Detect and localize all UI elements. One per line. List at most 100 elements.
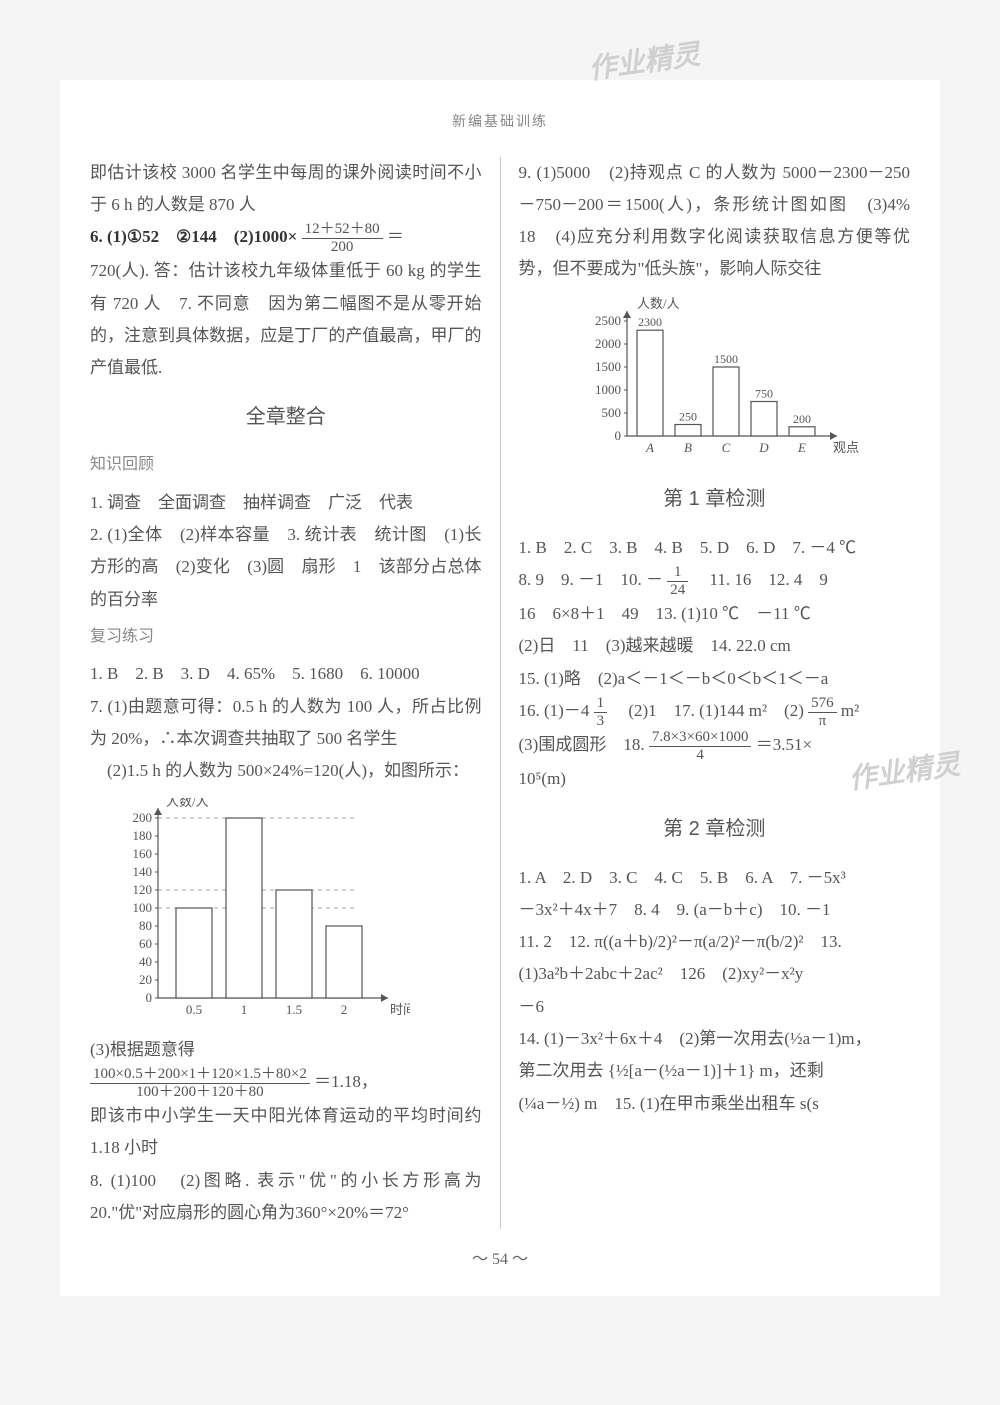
eq-2: ＝1.18， bbox=[314, 1072, 378, 1091]
d6: 14. (1)－3x²＋6x＋4 (2)第一次用去(½a－1)m， bbox=[519, 1023, 911, 1055]
left-p2: 6. (1)①52 ②144 (2)1000× 12＋52＋80 200 ＝ bbox=[90, 221, 482, 255]
c3: 16 6×8＋1 49 13. (1)10 ℃ －11 ℃ bbox=[519, 598, 911, 630]
column-divider bbox=[500, 157, 501, 1230]
frac-1: 12＋52＋80 200 bbox=[302, 221, 383, 255]
section-title-2: 第 1 章检测 bbox=[519, 480, 911, 518]
svg-text:60: 60 bbox=[139, 936, 152, 951]
svg-text:观点: 观点 bbox=[833, 440, 859, 455]
c2b: 11. 16 12. 4 9 bbox=[693, 570, 828, 589]
svg-text:180: 180 bbox=[133, 828, 153, 843]
c6: 16. (1)－4 1 3 (2)1 17. (1)144 m² (2) 576… bbox=[519, 695, 911, 729]
svg-text:200: 200 bbox=[133, 810, 153, 825]
r5: 100×0.5＋200×1＋120×1.5＋80×2 100＋200＋120＋8… bbox=[90, 1066, 482, 1100]
sub-title-2: 复习练习 bbox=[90, 622, 482, 652]
svg-text:1: 1 bbox=[241, 1002, 248, 1017]
svg-text:0: 0 bbox=[146, 990, 153, 1005]
d3: 11. 2 12. π((a＋b)/2)²－π(a/2)²－π(b/2)² 13… bbox=[519, 926, 911, 958]
frac-c7-num: 7.8×3×60×1000 bbox=[649, 729, 752, 747]
svg-text:时间/h: 时间/h bbox=[390, 1002, 410, 1017]
svg-text:160: 160 bbox=[133, 846, 153, 861]
frac-c7: 7.8×3×60×1000 4 bbox=[649, 729, 752, 763]
page-number: ～ 54 ～ bbox=[90, 1245, 910, 1275]
d7: 第二次用去 {½[a－(½a－1)]＋1} m，还剩 bbox=[519, 1055, 911, 1087]
chart-1: 0204060801001201401601802000.511.52时间/h人… bbox=[110, 798, 482, 1028]
right-p1: 9. (1)5000 (2)持观点 C 的人数为 5000－2300－250－7… bbox=[519, 157, 911, 286]
svg-text:1000: 1000 bbox=[595, 382, 621, 397]
frac-c6-1: 1 3 bbox=[594, 695, 608, 729]
k2: 2. (1)全体 (2)样本容量 3. 统计表 统计图 (1)长方形的高 (2)… bbox=[90, 519, 482, 616]
svg-text:0: 0 bbox=[614, 428, 621, 443]
svg-text:2300: 2300 bbox=[638, 315, 662, 329]
svg-text:C: C bbox=[721, 440, 730, 455]
svg-text:140: 140 bbox=[133, 864, 153, 879]
svg-text:2500: 2500 bbox=[595, 313, 621, 328]
frac-c6-1-num: 1 bbox=[594, 695, 608, 713]
svg-text:人数/人: 人数/人 bbox=[637, 296, 680, 311]
c2: 8. 9 9. －1 10. － 1 24 11. 16 12. 4 9 bbox=[519, 564, 911, 598]
svg-text:D: D bbox=[758, 440, 769, 455]
c6b: (2)1 17. (1)144 m² (2) bbox=[611, 701, 804, 720]
section-title-3: 第 2 章检测 bbox=[519, 810, 911, 848]
frac-c2-num: 1 bbox=[667, 564, 688, 582]
svg-text:A: A bbox=[645, 440, 654, 455]
frac-c6-2-num: 576 bbox=[808, 695, 837, 713]
c1: 1. B 2. C 3. B 4. B 5. D 6. D 7. －4 ℃ bbox=[519, 532, 911, 564]
frac-c7-den: 4 bbox=[649, 747, 752, 764]
d1: 1. A 2. D 3. C 4. C 5. B 6. A 7. －5x³ bbox=[519, 862, 911, 894]
eq-1: ＝ bbox=[387, 227, 404, 246]
frac-1-num: 12＋52＋80 bbox=[302, 221, 383, 239]
svg-text:1500: 1500 bbox=[595, 359, 621, 374]
left-p3: 720(人). 答：估计该校九年级体重低于 60 kg 的学生有 720 人 7… bbox=[90, 255, 482, 384]
chart-2: 05001000150020002500A2300B250C1500D750E2… bbox=[579, 296, 911, 466]
svg-text:E: E bbox=[797, 440, 806, 455]
svg-text:人数/人: 人数/人 bbox=[166, 798, 209, 809]
right-column: 9. (1)5000 (2)持观点 C 的人数为 5000－2300－250－7… bbox=[519, 157, 911, 1230]
c7a: (3)围成圆形 18. bbox=[519, 735, 649, 754]
frac-c6-2-den: π bbox=[808, 713, 837, 730]
chart-2-svg: 05001000150020002500A2300B250C1500D750E2… bbox=[579, 296, 859, 466]
c2a: 8. 9 9. －1 10. － bbox=[519, 570, 664, 589]
d4: (1)3a²b＋2abc＋2ac² 126 (2)xy²－x²y bbox=[519, 958, 911, 990]
d8: (¼a－½) m 15. (1)在甲市乘坐出租车 s(s bbox=[519, 1088, 911, 1120]
chart-1-svg: 0204060801001201401601802000.511.52时间/h人… bbox=[110, 798, 410, 1028]
r7: 8. (1)100 (2)图略. 表示"优"的小长方形高为 20."优"对应扇形… bbox=[90, 1165, 482, 1230]
svg-text:250: 250 bbox=[679, 409, 697, 423]
frac-c6-1-den: 3 bbox=[594, 713, 608, 730]
q6-label: 6. (1)①52 ②144 (2)1000× bbox=[90, 227, 297, 246]
frac-2-den: 100＋200＋120＋80 bbox=[90, 1084, 310, 1101]
page-content: 新编基础训练 即估计该校 3000 名学生中每周的课外阅读时间不小于 6 h 的… bbox=[60, 80, 940, 1296]
section-title-1: 全章整合 bbox=[90, 398, 482, 436]
c7b: ＝3.51× bbox=[756, 735, 812, 754]
sub-title-1: 知识回顾 bbox=[90, 450, 482, 480]
svg-text:B: B bbox=[684, 440, 692, 455]
c4: (2)日 11 (3)越来越暖 14. 22.0 cm bbox=[519, 630, 911, 662]
r2: 7. (1)由题意可得：0.5 h 的人数为 100 人，所占比例为 20%，∴… bbox=[90, 691, 482, 756]
svg-text:40: 40 bbox=[139, 954, 152, 969]
svg-text:1500: 1500 bbox=[714, 352, 738, 366]
svg-text:2: 2 bbox=[341, 1002, 348, 1017]
svg-text:200: 200 bbox=[793, 412, 811, 426]
svg-text:750: 750 bbox=[755, 386, 773, 400]
svg-text:1.5: 1.5 bbox=[286, 1002, 302, 1017]
svg-text:2000: 2000 bbox=[595, 336, 621, 351]
left-p1: 即估计该校 3000 名学生中每周的课外阅读时间不小于 6 h 的人数是 870… bbox=[90, 157, 482, 222]
svg-text:20: 20 bbox=[139, 972, 152, 987]
d5: －6 bbox=[519, 991, 911, 1023]
c6a: 16. (1)－4 bbox=[519, 701, 590, 720]
k1: 1. 调查 全面调查 抽样调查 广泛 代表 bbox=[90, 487, 482, 519]
r1: 1. B 2. B 3. D 4. 65% 5. 1680 6. 10000 bbox=[90, 658, 482, 690]
frac-1-den: 200 bbox=[302, 239, 383, 256]
left-column: 即估计该校 3000 名学生中每周的课外阅读时间不小于 6 h 的人数是 870… bbox=[90, 157, 482, 1230]
svg-text:100: 100 bbox=[133, 900, 153, 915]
c6c: m² bbox=[841, 701, 859, 720]
r4: (3)根据题意得 bbox=[90, 1034, 482, 1066]
frac-c2: 1 24 bbox=[667, 564, 688, 598]
frac-c6-2: 576 π bbox=[808, 695, 837, 729]
r6: 即该市中小学生一天中阳光体育运动的平均时间约 1.18 小时 bbox=[90, 1100, 482, 1165]
svg-text:0.5: 0.5 bbox=[186, 1002, 202, 1017]
header-band: 新编基础训练 bbox=[90, 110, 910, 137]
svg-text:120: 120 bbox=[133, 882, 153, 897]
c5: 15. (1)略 (2)a＜－1＜－b＜0＜b＜1＜－a bbox=[519, 663, 911, 695]
r3: (2)1.5 h 的人数为 500×24%=120(人)，如图所示： bbox=[90, 755, 482, 787]
frac-c2-den: 24 bbox=[667, 582, 688, 599]
